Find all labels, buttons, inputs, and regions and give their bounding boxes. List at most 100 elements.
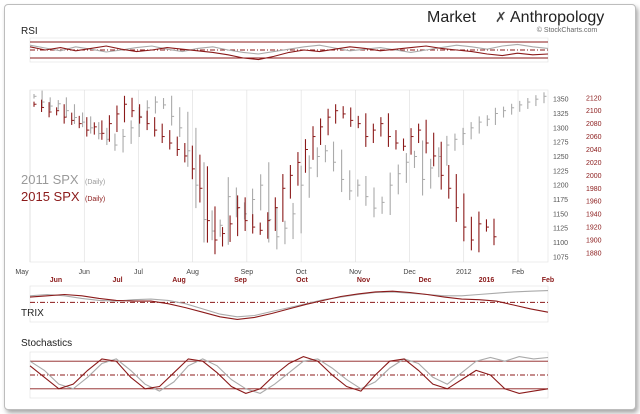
bar-2011 (276, 206, 280, 250)
y-right-tick-label: 1960 (586, 199, 602, 206)
bar-2015 (418, 123, 422, 144)
bar-2015 (169, 130, 173, 150)
bar-2015 (116, 105, 120, 133)
bar-2011 (365, 176, 369, 206)
x-top-tick-label: Oct (296, 269, 307, 276)
bar-2015 (312, 126, 316, 160)
y-right-tick-label: 2000 (586, 173, 602, 180)
y-right-tick-label: 2040 (586, 147, 602, 154)
bar-2015 (357, 115, 361, 129)
chart-frame (4, 4, 636, 410)
bar-2015 (146, 110, 150, 131)
bar-2011 (308, 155, 312, 198)
y-right-tick-label: 1940 (586, 212, 602, 219)
y-left-tick-label: 1150 (553, 211, 568, 218)
bar-2011 (486, 115, 490, 127)
trix-title: TRIX (21, 308, 44, 319)
bar-2011 (146, 100, 150, 124)
x-bottom-tick-label: Aug (172, 277, 186, 284)
bar-2011 (332, 141, 337, 172)
bar-2015 (455, 174, 459, 222)
bar-2015 (274, 197, 278, 231)
x-bottom-tick-label: Sep (234, 277, 247, 284)
x-top-tick-label: Aug (186, 269, 199, 276)
y-right-tick-label: 2100 (586, 108, 602, 115)
bar-2011 (494, 107, 498, 125)
x-top-tick-label: 2012 (456, 269, 472, 276)
x-bottom-tick-label: Feb (542, 277, 554, 284)
rsi-series-1 (29, 43, 549, 55)
legend-2011: 2011 SPX (21, 172, 79, 187)
bar-2015 (410, 128, 414, 155)
bar-2015 (252, 214, 256, 234)
bar-2011 (65, 97, 69, 118)
rsi-series-2 (29, 45, 549, 61)
bar-2011 (82, 112, 86, 128)
bar-2011 (349, 170, 353, 201)
brand-title-part1: Market (427, 9, 476, 26)
bar-2015 (282, 174, 286, 222)
bar-2015 (335, 104, 339, 124)
rsi-title: RSI (21, 26, 38, 37)
bar-2015 (184, 143, 188, 163)
bar-2011 (90, 116, 94, 134)
y-left-tick-label: 1200 (553, 183, 569, 190)
bar-2011 (292, 202, 296, 240)
bar-2011 (284, 220, 288, 245)
bar-2015 (304, 139, 308, 173)
bar-2015 (221, 227, 226, 247)
bar-2011 (519, 100, 523, 112)
x-bottom-tick-label: Dec (419, 277, 432, 284)
y-left-tick-label: 1275 (553, 140, 569, 147)
x-top-tick-label: Jul (134, 269, 143, 276)
bar-2015 (78, 115, 82, 129)
bar-2015 (229, 215, 233, 242)
bar-2015 (380, 117, 384, 137)
bar-2015 (101, 120, 105, 140)
bar-2015 (433, 132, 437, 167)
bar-2011 (195, 127, 199, 209)
x-top-tick-label: Dec (403, 269, 416, 276)
bar-2015 (71, 112, 75, 125)
bar-2015 (176, 136, 180, 156)
bar-2011 (203, 162, 207, 243)
bar-2011 (454, 133, 458, 151)
y-left-tick-label: 1100 (553, 240, 568, 247)
bar-2011 (430, 158, 434, 189)
bar-2015 (485, 219, 489, 232)
stochastics-series-2 (29, 356, 549, 394)
bar-2015 (470, 216, 474, 251)
y-left-tick-label: 1175 (553, 197, 568, 204)
bar-2011 (470, 122, 474, 140)
brand-block: Market ✗ Anthropology © StockCharts.com (427, 9, 604, 34)
bar-2015 (342, 106, 346, 119)
brand-icon: ✗ (495, 9, 507, 25)
legend-2015-sub: (Daily) (85, 196, 105, 203)
bar-2015 (154, 117, 158, 137)
bar-2015 (206, 166, 210, 243)
bar-2011 (478, 116, 482, 134)
bar-2011 (114, 133, 118, 151)
bar-2011 (502, 106, 507, 118)
y-right-tick-label: 2060 (586, 134, 602, 141)
stochastics-title: Stochastics (21, 338, 72, 349)
bar-2011 (211, 210, 215, 241)
bar-2015 (86, 117, 90, 137)
x-bottom-tick-label: 2016 (479, 277, 495, 284)
y-left-tick-label: 1325 (553, 111, 569, 118)
bar-2015 (93, 122, 97, 135)
y-left-tick-label: 1350 (553, 97, 569, 104)
bar-2015 (56, 107, 60, 116)
bar-2015 (350, 107, 354, 127)
y-right-tick-label: 2120 (586, 95, 602, 102)
bar-2011 (316, 147, 320, 178)
bar-2011 (543, 92, 547, 104)
bar-2011 (57, 100, 61, 110)
bar-2015 (463, 193, 467, 242)
bar-2015 (320, 118, 324, 145)
y-right-tick-label: 1920 (586, 225, 602, 232)
brand-title-part2: Anthropology (510, 9, 604, 26)
bar-2011 (179, 107, 183, 138)
bar-2011 (162, 98, 167, 109)
